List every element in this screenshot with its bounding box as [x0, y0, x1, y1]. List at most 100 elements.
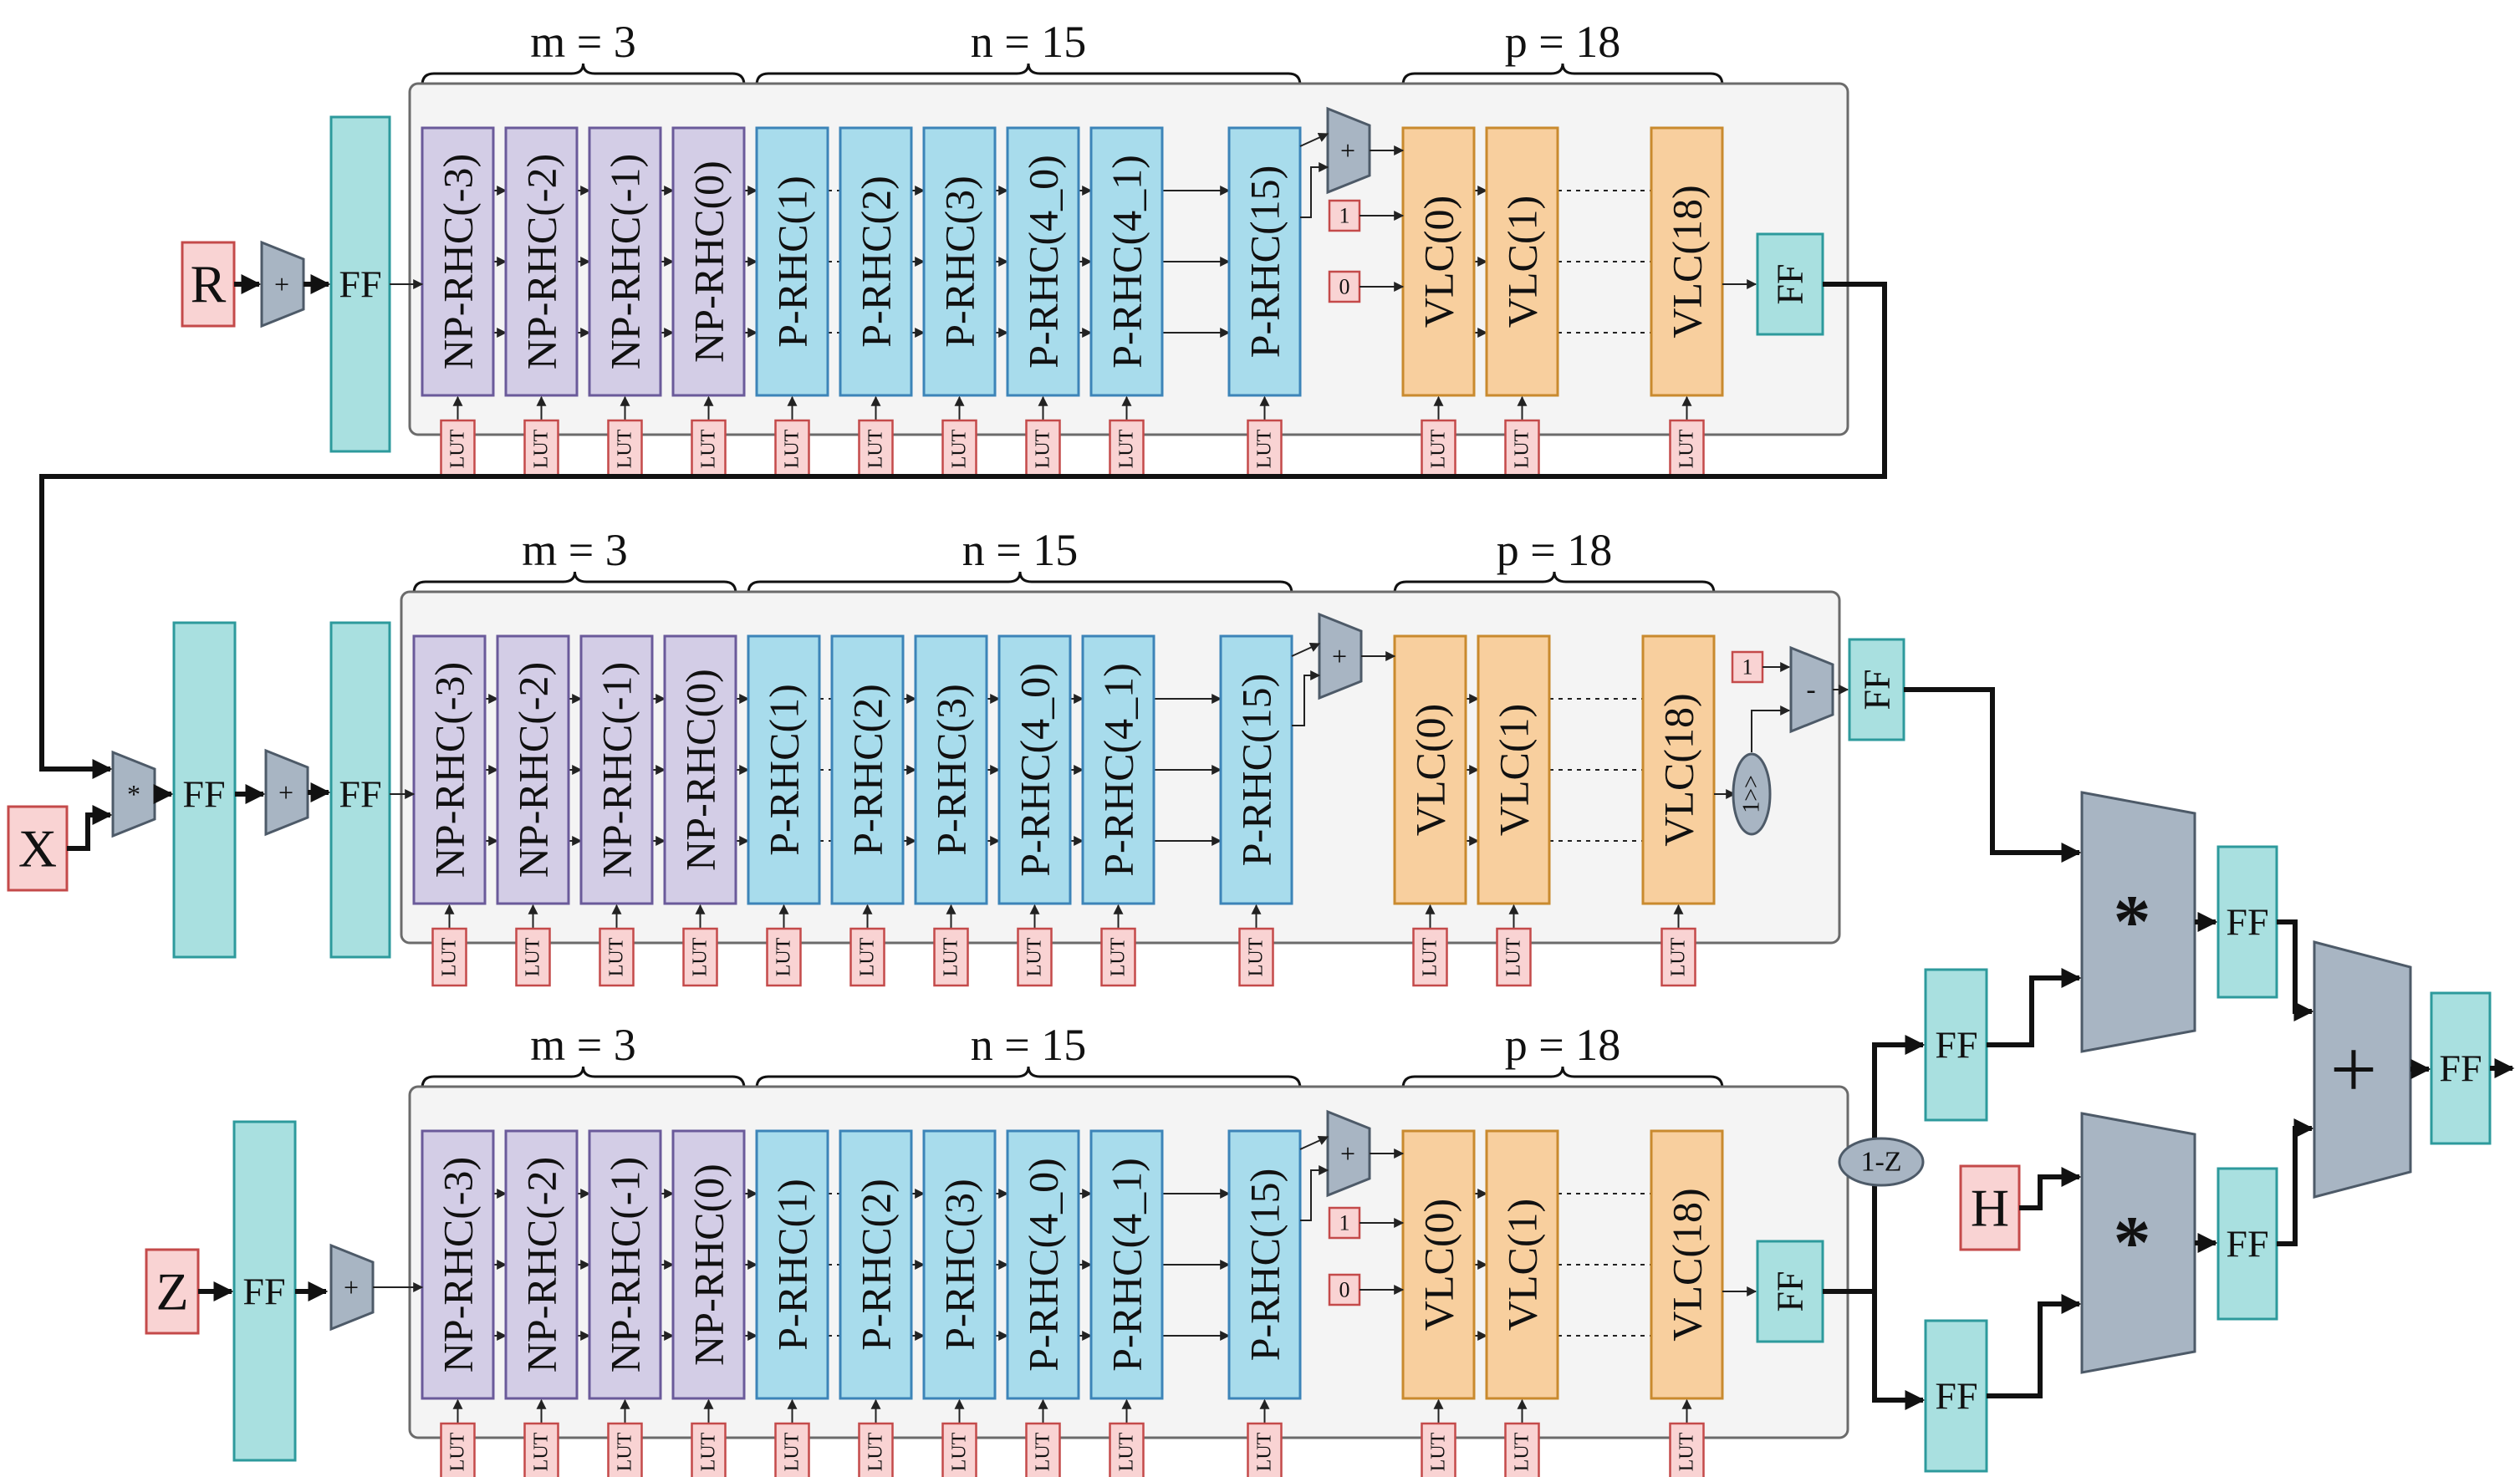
np-rhc-block-label: NP-RHC(0) — [686, 160, 732, 363]
brace-p — [1401, 63, 1724, 86]
np-rhc-block — [671, 1129, 746, 1400]
adder-symbol: + — [344, 1272, 359, 1302]
brace-m-label: m = 3 — [530, 17, 635, 67]
np-rhc-block-label: NP-RHC(-2) — [518, 1157, 565, 1373]
lut-box — [774, 1422, 810, 1477]
p-rhc-block — [830, 634, 905, 905]
lut-box — [440, 1422, 476, 1477]
lut-label: LUT — [773, 937, 795, 976]
brace-m-label: m = 3 — [530, 1020, 635, 1070]
lut-box — [691, 1422, 727, 1477]
lut-label: LUT — [523, 937, 544, 976]
lut-label: LUT — [1254, 1432, 1276, 1471]
brace-p-label: p = 18 — [1497, 525, 1612, 575]
const-box — [1328, 1273, 1361, 1306]
vlc-block-label: VLC(0) — [1407, 704, 1454, 836]
np-rhc-block — [504, 1129, 579, 1400]
p-rhc-block — [997, 634, 1072, 905]
vlc-block-label: VLC(1) — [1499, 196, 1546, 328]
input-x — [7, 805, 69, 892]
lut-box — [1247, 419, 1283, 479]
lut-label: LUT — [1108, 937, 1130, 976]
vlc-block-label: VLC(0) — [1416, 1199, 1462, 1331]
ff-zpass-label: FF — [1935, 1375, 1977, 1418]
np-rhc-block — [671, 126, 746, 397]
np-rhc-block — [496, 634, 570, 905]
lut-label: LUT — [606, 937, 628, 976]
lut-box — [858, 419, 894, 479]
wire — [1904, 687, 2082, 863]
lut-label: LUT — [1512, 429, 1533, 468]
wire — [1987, 1294, 2082, 1398]
lut-box — [1496, 927, 1532, 987]
ff-x-out — [1848, 638, 1905, 741]
p-rhc-block — [914, 634, 988, 905]
p-rhc-block — [1006, 126, 1080, 397]
p-rhc-block — [755, 1129, 829, 1400]
lut-label: LUT — [531, 1432, 553, 1471]
vlc-block — [1650, 1129, 1724, 1400]
vlc-block — [1401, 1129, 1476, 1400]
shift-label: 1>> — [1739, 775, 1765, 813]
lut-label: LUT — [1033, 1432, 1054, 1471]
wire — [67, 805, 113, 851]
lut-box — [1504, 419, 1540, 479]
input-r-label: R — [191, 255, 227, 314]
brace-m-label: m = 3 — [522, 525, 627, 575]
multiplier — [111, 750, 156, 838]
p-rhc-block-label: P-RHC(1) — [761, 684, 808, 856]
ff-z-label: FF — [242, 1271, 285, 1313]
lut-label: LUT — [447, 1432, 469, 1471]
lut-box — [1025, 419, 1061, 479]
lut-label: LUT — [1676, 429, 1698, 468]
np-rhc-block-label: NP-RHC(0) — [686, 1164, 732, 1366]
lut-box — [431, 927, 467, 987]
brace-p — [1401, 1066, 1724, 1089]
vlc-block-label: VLC(18) — [1664, 185, 1711, 338]
lut-box — [1660, 927, 1696, 987]
adder-final-symbol: + — [2330, 1023, 2377, 1116]
wire — [1291, 643, 1321, 657]
adder-symbol: + — [274, 269, 289, 299]
lut-box — [1109, 419, 1145, 479]
lut-label: LUT — [949, 429, 971, 468]
np-rhc-block-label: NP-RHC(-3) — [426, 662, 473, 878]
p-rhc-block-label: P-RHC(2) — [844, 684, 891, 856]
const-label: 1 — [1742, 655, 1753, 680]
lut-box — [523, 1422, 559, 1477]
adder-symbol: + — [1332, 641, 1347, 671]
wire — [1872, 1291, 1926, 1410]
brace-n-label: n = 15 — [971, 17, 1086, 67]
vlc-block-label: VLC(1) — [1499, 1199, 1546, 1331]
lut-label: LUT — [1024, 937, 1046, 976]
const-label: 0 — [1339, 1278, 1350, 1302]
lut-box — [1109, 1422, 1145, 1477]
lut-box — [1100, 927, 1136, 987]
ff-x2 — [329, 621, 391, 959]
combine-section: 1-Z FF FF * FF H * FF + FF — [1823, 687, 2515, 1473]
lut-box — [1504, 1422, 1540, 1477]
vlc-block — [1650, 126, 1724, 397]
lut-label: LUT — [690, 937, 712, 976]
p-rhc-block-label: P-RHC(15) — [1242, 1169, 1288, 1362]
p-rhc-block-label: P-RHC(4_1) — [1104, 1158, 1150, 1372]
const-label: 1 — [1339, 1211, 1350, 1235]
lut-label: LUT — [447, 429, 469, 468]
input-x-label: X — [18, 819, 57, 879]
brace-n-label: n = 15 — [962, 525, 1078, 575]
np-rhc-block-label: NP-RHC(-2) — [510, 662, 557, 878]
ff-z-out-label: FF — [1770, 1271, 1811, 1312]
adder-symbol: + — [278, 777, 293, 807]
lut-box — [774, 419, 810, 479]
p-rhc-block — [1081, 634, 1155, 905]
lut-label: LUT — [615, 1432, 636, 1471]
input-z-label: Z — [156, 1262, 188, 1322]
lut-label: LUT — [1676, 1432, 1698, 1471]
lut-box — [607, 1422, 643, 1477]
p-rhc-block-label: P-RHC(4_0) — [1012, 663, 1059, 877]
adder — [260, 240, 305, 329]
ff-z — [232, 1120, 297, 1462]
p-rhc-block — [747, 634, 821, 905]
stage-2: m = 3 n = 15 p = 18 NP-RHC(-3) LUT NP-RHC(-2)… — [7, 525, 1905, 987]
